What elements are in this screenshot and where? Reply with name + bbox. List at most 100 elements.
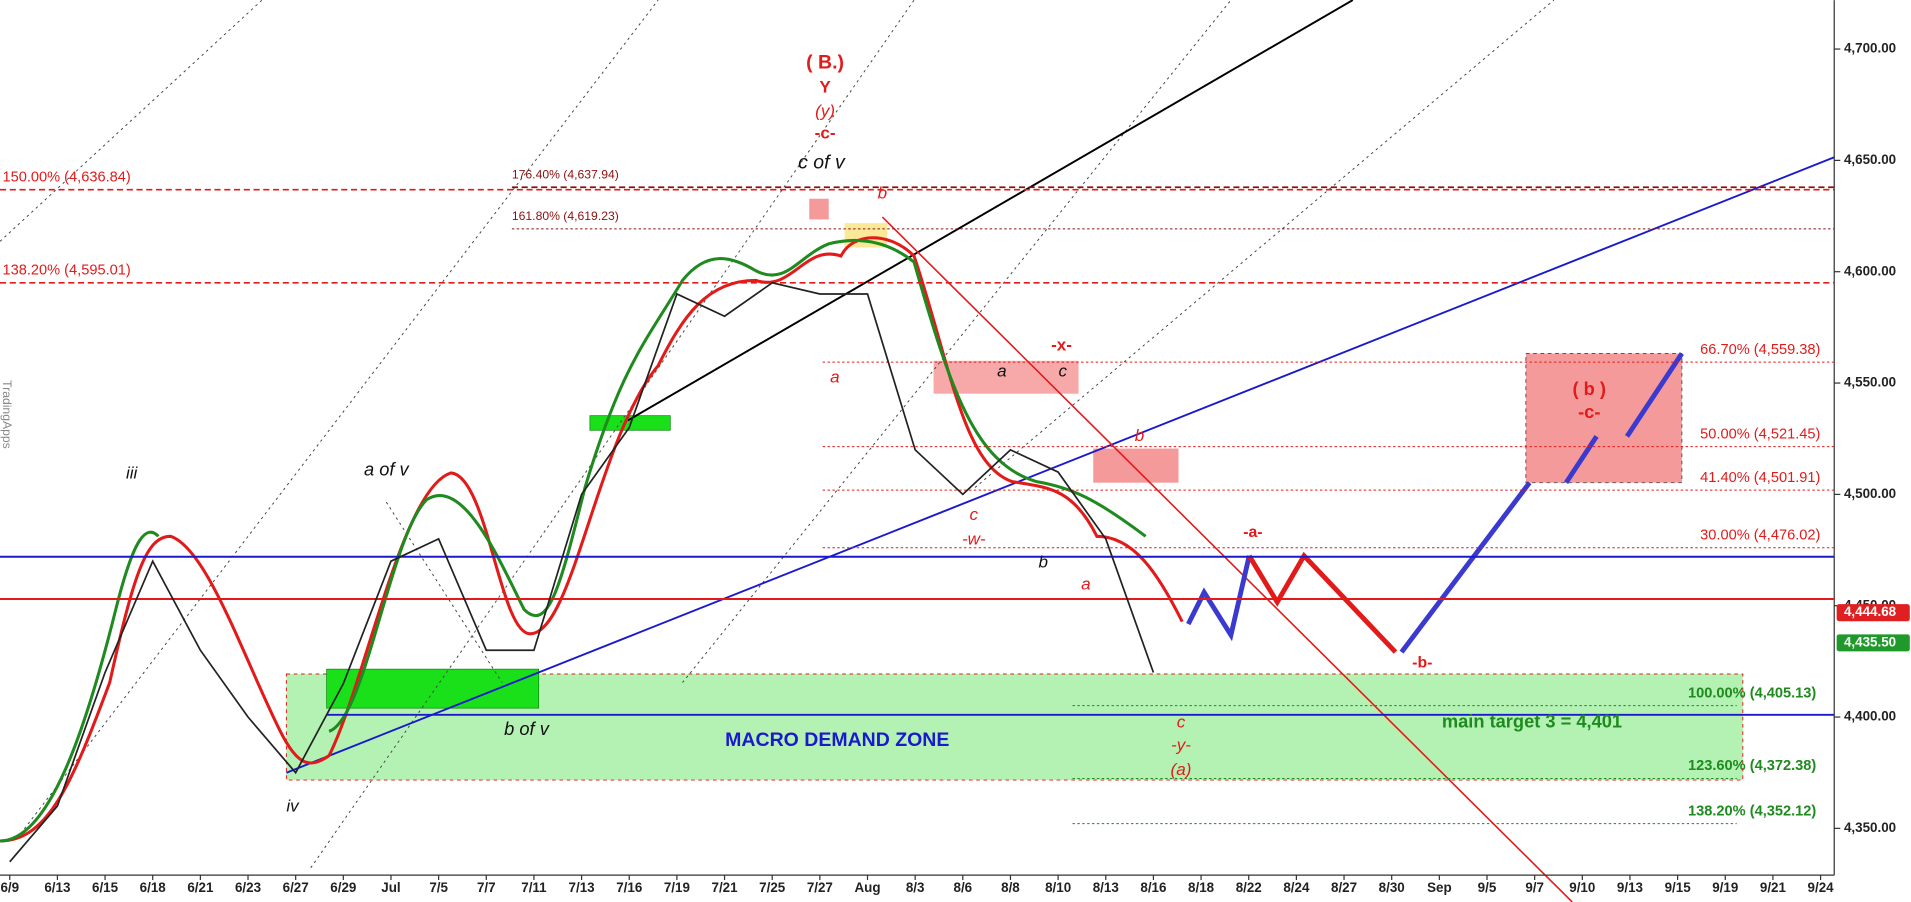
fib-label: 123.60% (4,372.38) bbox=[1688, 758, 1816, 774]
x-tick-label: 7/7 bbox=[477, 880, 496, 895]
price-tag-label: 4,444.68 bbox=[1844, 604, 1897, 619]
x-tick-label: 6/9 bbox=[0, 880, 19, 895]
x-tick-label: 7/11 bbox=[521, 880, 547, 895]
x-tick-label: 9/21 bbox=[1760, 880, 1787, 895]
annotation: b bbox=[1135, 426, 1144, 445]
moving-average bbox=[0, 534, 330, 843]
x-tick-label: 8/16 bbox=[1140, 880, 1166, 895]
x-tick-label: 6/15 bbox=[92, 880, 119, 895]
x-tick-label: 7/27 bbox=[807, 880, 833, 895]
annotation: a bbox=[997, 361, 1006, 380]
annotation: b bbox=[1039, 553, 1048, 572]
annotation: iii bbox=[126, 464, 139, 483]
x-tick-label: 9/5 bbox=[1478, 880, 1497, 895]
channel-line bbox=[385, 501, 503, 683]
trend-line bbox=[881, 216, 1573, 902]
drawings bbox=[0, 0, 1835, 902]
fib-label: 161.80% (4,619.23) bbox=[512, 209, 619, 223]
y-tick-label: 4,650.00 bbox=[1844, 152, 1896, 167]
annotation: TradingApps bbox=[0, 380, 14, 449]
fib-label: 138.20% (4,352.12) bbox=[1688, 803, 1816, 819]
x-tick-label: 9/7 bbox=[1525, 880, 1544, 895]
x-tick-label: 9/19 bbox=[1712, 880, 1738, 895]
annotation: b of v bbox=[504, 718, 550, 739]
trend-line bbox=[627, 0, 1354, 422]
x-tick-label: 7/16 bbox=[616, 880, 642, 895]
moving-average bbox=[327, 236, 1184, 757]
projection bbox=[1624, 352, 1684, 438]
x-tick-label: 8/18 bbox=[1188, 880, 1215, 895]
projection bbox=[1564, 435, 1599, 485]
annotation: a bbox=[1081, 575, 1090, 594]
fib-label: 50.00% (4,521.45) bbox=[1700, 426, 1820, 442]
x-tick-label: Aug bbox=[854, 880, 880, 895]
x-tick-label: 6/21 bbox=[187, 880, 214, 895]
annotation: -x- bbox=[1051, 336, 1072, 355]
channel-line bbox=[974, 0, 1555, 488]
x-tick-label: 8/22 bbox=[1236, 880, 1262, 895]
price-tag-label: 4,435.50 bbox=[1844, 634, 1896, 649]
annotation: c bbox=[1177, 712, 1186, 731]
x-tick-label: Sep bbox=[1427, 880, 1452, 895]
projection bbox=[1399, 481, 1532, 654]
fib-label: 66.70% (4,559.38) bbox=[1700, 342, 1820, 358]
annotation: -y- bbox=[1171, 735, 1191, 754]
x-tick-label: 7/19 bbox=[664, 880, 690, 895]
supply-zone bbox=[1093, 448, 1179, 483]
annotation: ( b ) bbox=[1573, 378, 1606, 399]
annotation: ( B.) bbox=[806, 52, 844, 74]
moving-average bbox=[0, 0, 158, 841]
channel-line bbox=[0, 0, 263, 242]
annotation: -c- bbox=[815, 124, 836, 143]
x-tick-label: 9/10 bbox=[1569, 880, 1595, 895]
channel-lines bbox=[0, 0, 1555, 869]
annotation: (y) bbox=[815, 102, 835, 121]
x-tick-label: 8/3 bbox=[906, 880, 925, 895]
x-tick-label: 8/13 bbox=[1093, 880, 1119, 895]
annotation: (a) bbox=[1171, 760, 1192, 779]
annotation: iv bbox=[286, 796, 300, 815]
x-tick-label: 8/24 bbox=[1283, 880, 1310, 895]
x-tick-label: Jul bbox=[381, 880, 400, 895]
x-tick-label: 9/15 bbox=[1665, 880, 1692, 895]
fib-label: 150.00% (4,636.84) bbox=[2, 169, 130, 185]
annotation: Y bbox=[819, 77, 831, 96]
x-tick-label: 9/13 bbox=[1617, 880, 1643, 895]
projection bbox=[1186, 555, 1252, 642]
x-tick-label: 7/13 bbox=[569, 880, 595, 895]
annotation: c of v bbox=[798, 152, 846, 174]
annotation: a of v bbox=[364, 458, 410, 479]
y-tick-label: 4,500.00 bbox=[1844, 486, 1896, 501]
x-tick-label: 7/25 bbox=[759, 880, 786, 895]
x-tick-label: 7/5 bbox=[429, 880, 448, 895]
moving-average bbox=[328, 238, 1147, 733]
x-tick-label: 8/27 bbox=[1331, 880, 1357, 895]
price-line bbox=[9, 281, 1155, 863]
fib-label: 176.40% (4,637.94) bbox=[512, 167, 619, 181]
annotation: a bbox=[830, 367, 839, 386]
x-tick-label: 6/27 bbox=[283, 880, 309, 895]
annotation: main target 3 = 4,401 bbox=[1442, 711, 1622, 732]
projection bbox=[1247, 551, 1398, 654]
target-zone bbox=[1525, 353, 1683, 484]
annotation: -a- bbox=[1243, 524, 1262, 541]
annotation: MACRO DEMAND ZONE bbox=[725, 729, 949, 751]
annotation: b bbox=[878, 183, 887, 202]
x-tick-label: 6/18 bbox=[140, 880, 167, 895]
y-tick-label: 4,550.00 bbox=[1844, 375, 1896, 390]
y-tick-label: 4,400.00 bbox=[1844, 709, 1896, 724]
x-tick-label: 8/30 bbox=[1379, 880, 1405, 895]
x-tick-label: 6/23 bbox=[235, 880, 261, 895]
x-tick-label: 9/24 bbox=[1808, 880, 1835, 895]
x-tick-label: 7/21 bbox=[712, 880, 739, 895]
annotation: -c- bbox=[1578, 401, 1600, 422]
x-tick-label: 8/10 bbox=[1045, 880, 1071, 895]
annotation: -w- bbox=[962, 529, 986, 548]
trend-line bbox=[286, 156, 1835, 774]
x-tick-label: 8/6 bbox=[954, 880, 973, 895]
fib-label: 41.40% (4,501.91) bbox=[1700, 470, 1820, 486]
annotation: c bbox=[970, 505, 979, 524]
x-tick-label: 6/13 bbox=[44, 880, 70, 895]
price-tag bbox=[1836, 634, 1910, 652]
